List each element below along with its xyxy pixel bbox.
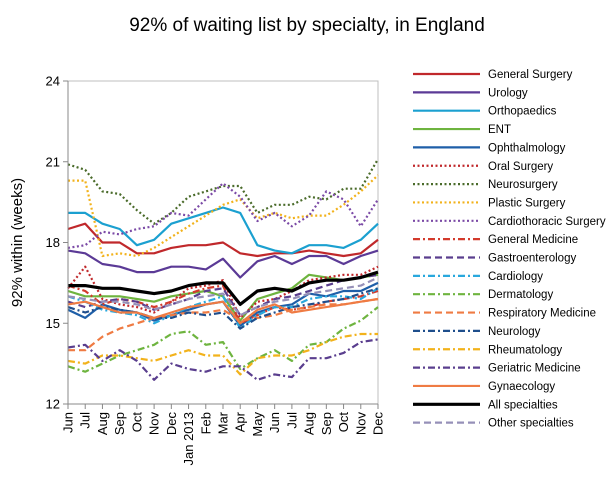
legend-label: Dermatology [488,289,553,301]
legend-item-ophthalmology: Ophthalmology [413,142,566,154]
legend-label: Other specialties [488,418,574,430]
series-line-plastic-surgery [68,174,379,258]
legend-item-orthopaedics: Orthopaedics [413,106,557,118]
x-tick-label: Sep [112,412,127,435]
legend-item-neurosurgery: Neurosurgery [413,179,558,191]
series-line-neurology [67,287,379,330]
x-tick-label: Apr [233,411,248,432]
legend-item-plastic-surgery: Plastic Surgery [413,197,566,209]
legend-label: Oral Surgery [488,161,553,173]
series-line-orthopaedics [68,206,379,255]
legend-label: ENT [488,124,511,136]
x-tick-label: Jan 2013 [181,412,196,466]
legend-item-ent: ENT [413,124,511,136]
x-tick-label: Jun [61,412,76,433]
series-line-general-surgery [67,222,379,258]
x-tick-label: Nov [353,412,368,436]
legend-item-gynaecology: Gynaecology [413,381,555,393]
x-tick-label: Feb [198,412,213,434]
x-tick-label: Mar [216,411,231,434]
series-line-respiratory-medicine [68,297,379,352]
legend-label: Plastic Surgery [488,197,566,209]
x-tick-label: Jun [267,412,282,433]
series-line-oral-surgery [67,265,379,319]
y-tick-label: 21 [46,154,60,169]
chart-title: 92% of waiting list by specialty, in Eng… [129,15,485,36]
legend-item-oral-surgery: Oral Surgery [413,161,553,173]
x-tick-label: Aug [302,412,317,435]
series-line-geriatric-medicine [67,338,379,381]
legend-item-rheumatology: Rheumatology [413,344,562,356]
legend-label: Respiratory Medicine [488,308,596,320]
legend-label: Urology [488,87,528,99]
legend-label: General Surgery [488,69,573,81]
x-tick-label: Aug [95,412,110,435]
legend-item-dermatology: Dermatology [413,289,553,301]
series-line-general-medicine [67,284,379,325]
x-tick-label: Sep [319,412,334,435]
y-axis-title: 92% within (weeks) [9,178,26,307]
x-tick-label: Dec [164,412,179,436]
legend-label: All specialties [488,399,558,411]
legend-label: Gastroenterology [488,253,576,265]
legend-label: Geriatric Medicine [488,363,581,375]
legend-item-general-medicine: General Medicine [413,234,578,246]
legend-item-other-specialties: Other specialties [413,418,574,430]
legend-item-neurology: Neurology [413,326,541,338]
legend-item-respiratory-medicine: Respiratory Medicine [413,308,596,320]
x-tick-label: Jul [78,412,93,429]
y-tick-label: 12 [46,397,60,412]
legend-label: Ophthalmology [488,142,566,154]
legend-item-geriatric-medicine: Geriatric Medicine [413,363,581,375]
x-tick-label: Oct [336,412,351,433]
legend-item-cardiology: Cardiology [413,271,543,283]
legend-item-general-surgery: General Surgery [413,69,573,81]
y-tick-label: 15 [46,316,60,331]
series-line-cardiothoracic-surgery [67,182,379,249]
series-line-gynaecology [67,297,379,325]
legend-label: Orthopaedics [488,106,557,118]
series-layer [67,158,379,381]
legend: General Surgery Urology Orthopaedics ENT Oph… [413,69,606,430]
x-tick-label: May [250,412,265,437]
legend-label: Cardiothoracic Surgery [488,216,606,228]
legend-label: Gynaecology [488,381,555,393]
x-tick-label: Dec [371,412,386,436]
series-line-other-specialties [67,276,379,317]
x-tick-label: Jul [284,412,299,429]
legend-label: Neurology [488,326,541,338]
legend-label: Rheumatology [488,344,562,356]
legend-item-urology: Urology [413,87,528,99]
series-line-urology [67,249,379,279]
legend-item-gastroenterology: Gastroenterology [413,253,576,265]
series-line-cardiology [67,287,379,330]
series-line-all-specialties [68,270,379,306]
legend-item-cardiothoracic-surgery: Cardiothoracic Surgery [413,216,606,228]
legend-label: Cardiology [488,271,543,283]
series-line-neurosurgery [67,158,379,225]
legend-label: Neurosurgery [488,179,558,191]
x-tick-label: Oct [129,412,144,433]
series-line-rheumatology [67,332,378,376]
legend-label: General Medicine [488,234,578,246]
legend-item-all-specialties: All specialties [413,399,558,411]
y-tick-label: 18 [46,235,60,250]
y-tick-label: 24 [46,74,60,89]
x-tick-label: Nov [147,412,162,436]
